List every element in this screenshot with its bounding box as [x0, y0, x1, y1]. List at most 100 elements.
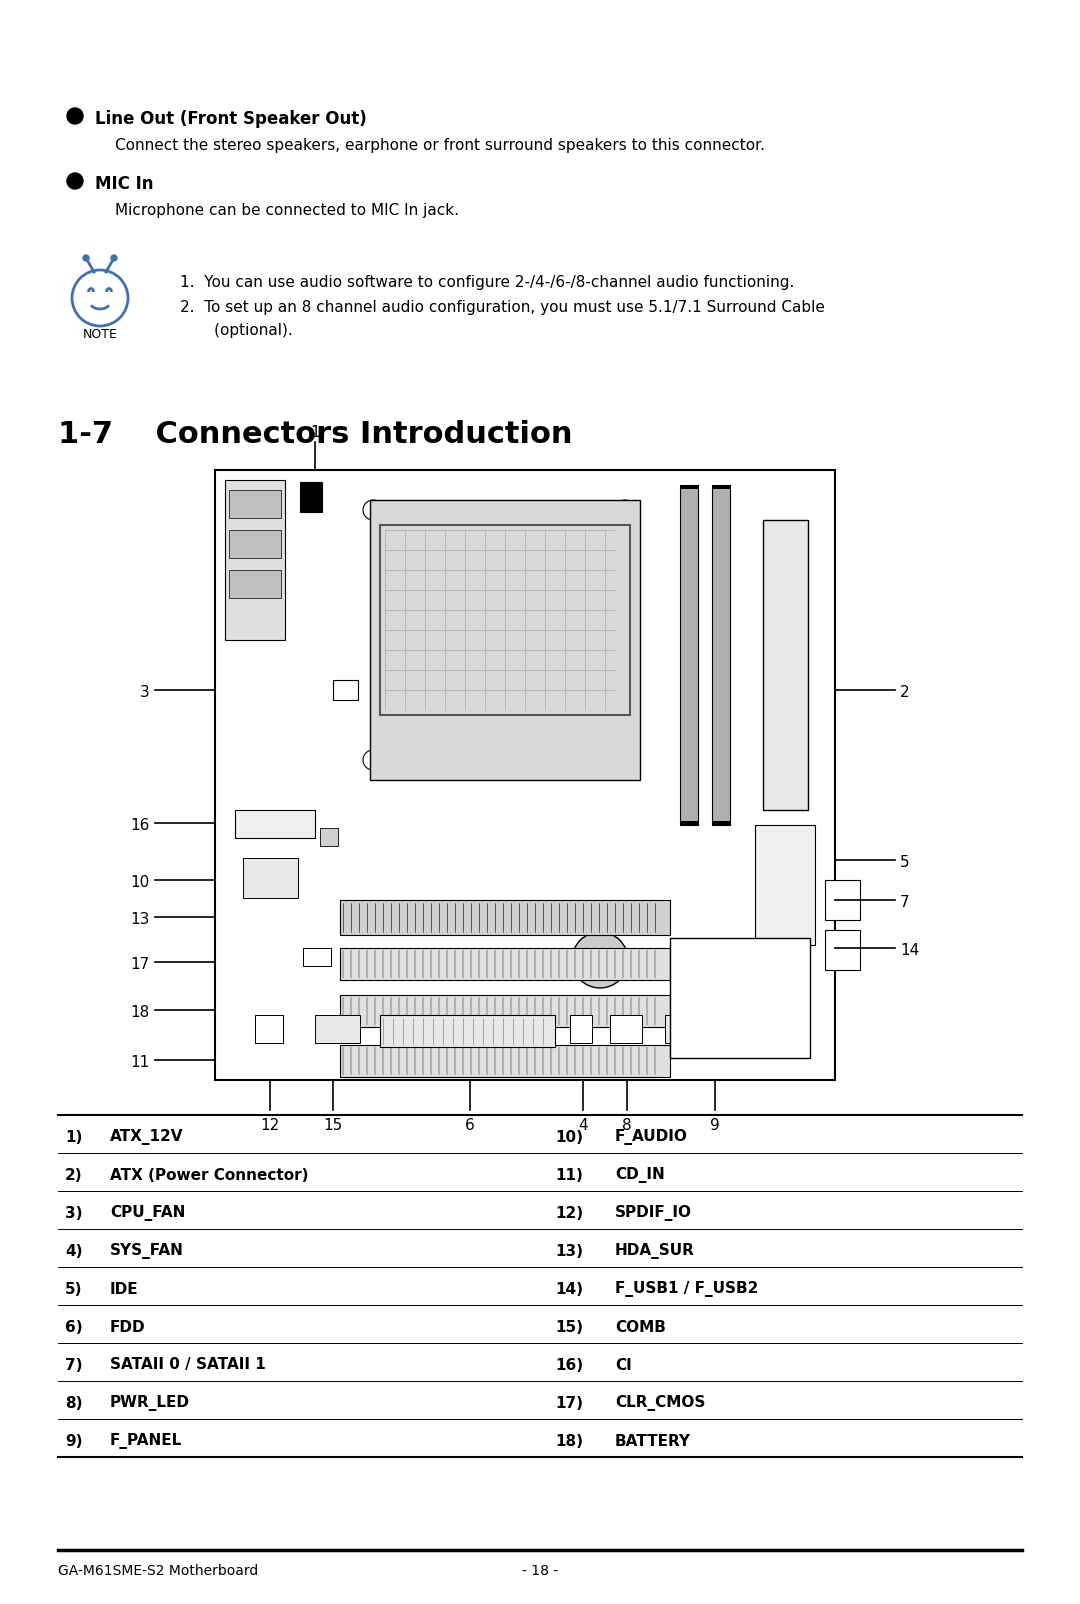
- Text: BATTERY: BATTERY: [615, 1434, 691, 1448]
- Circle shape: [782, 909, 788, 914]
- Text: 6): 6): [65, 1320, 83, 1335]
- Text: 15: 15: [323, 1118, 342, 1132]
- Text: 5: 5: [900, 855, 909, 869]
- Bar: [229, 529, 281, 558]
- Text: 8: 8: [622, 1118, 632, 1132]
- Text: 7): 7): [65, 1357, 82, 1373]
- Text: 4: 4: [578, 1118, 588, 1132]
- Circle shape: [848, 903, 854, 909]
- Circle shape: [839, 953, 845, 959]
- Text: ATX (Power Connector): ATX (Power Connector): [110, 1168, 309, 1182]
- Text: SATAII 0 / SATAII 1: SATAII 0 / SATAII 1: [110, 1357, 266, 1373]
- Text: 11: 11: [131, 1055, 150, 1070]
- Text: CLR_CMOS: CLR_CMOS: [615, 1395, 705, 1412]
- Bar: [243, 858, 298, 898]
- Bar: [315, 1015, 360, 1043]
- Circle shape: [765, 579, 775, 589]
- Circle shape: [765, 536, 775, 545]
- Circle shape: [83, 255, 89, 261]
- Circle shape: [782, 557, 792, 566]
- Circle shape: [283, 879, 289, 885]
- Bar: [825, 930, 860, 970]
- Text: 18: 18: [131, 1006, 150, 1020]
- Circle shape: [363, 500, 383, 520]
- Text: F_AUDIO: F_AUDIO: [615, 1129, 688, 1145]
- Bar: [340, 1044, 670, 1076]
- Circle shape: [247, 879, 253, 885]
- Text: MIC In: MIC In: [95, 175, 153, 192]
- Circle shape: [615, 751, 635, 770]
- Bar: [370, 500, 640, 780]
- Text: 1.  You can use audio software to configure 2-/4-/6-/8-channel audio functioning: 1. You can use audio software to configu…: [180, 274, 795, 290]
- Text: 9: 9: [711, 1118, 720, 1132]
- Text: IDE: IDE: [110, 1282, 138, 1296]
- Circle shape: [765, 557, 775, 566]
- Circle shape: [782, 645, 792, 654]
- Text: 8): 8): [65, 1395, 82, 1410]
- Circle shape: [831, 937, 836, 943]
- Bar: [570, 1015, 592, 1043]
- Bar: [825, 881, 860, 921]
- Circle shape: [765, 755, 775, 765]
- Circle shape: [839, 937, 845, 943]
- Text: ATX_12V: ATX_12V: [110, 1129, 184, 1145]
- Text: 5): 5): [65, 1282, 82, 1296]
- Text: COMB: COMB: [615, 1320, 666, 1335]
- Text: 2.  To set up an 8 channel audio configuration, you must use 5.1/7.1 Surround Ca: 2. To set up an 8 channel audio configur…: [180, 300, 825, 314]
- Text: PWR_LED: PWR_LED: [110, 1395, 190, 1412]
- Circle shape: [67, 173, 83, 189]
- Circle shape: [782, 855, 788, 861]
- Circle shape: [782, 873, 788, 879]
- Bar: [255, 1015, 283, 1043]
- Text: CI: CI: [615, 1357, 632, 1373]
- Text: FDD: FDD: [110, 1320, 146, 1335]
- Text: 1): 1): [65, 1129, 82, 1145]
- Text: NOTE: NOTE: [82, 327, 118, 342]
- Text: 13): 13): [555, 1243, 583, 1259]
- Circle shape: [271, 865, 276, 871]
- Bar: [610, 1015, 642, 1043]
- Bar: [712, 821, 730, 824]
- Text: Connect the stereo speakers, earphone or front surround speakers to this connect: Connect the stereo speakers, earphone or…: [114, 138, 765, 152]
- Circle shape: [765, 690, 775, 699]
- Bar: [340, 900, 670, 935]
- Circle shape: [848, 937, 854, 943]
- Circle shape: [782, 890, 788, 897]
- Circle shape: [765, 622, 775, 634]
- Circle shape: [765, 667, 775, 677]
- Text: (optional).: (optional).: [180, 322, 293, 338]
- Circle shape: [311, 486, 315, 491]
- Bar: [670, 938, 810, 1059]
- Text: 4): 4): [65, 1243, 82, 1259]
- Text: 3): 3): [65, 1206, 82, 1221]
- Circle shape: [782, 690, 792, 699]
- Circle shape: [271, 879, 276, 885]
- Text: 10: 10: [131, 876, 150, 890]
- Text: ⓐ: ⓐ: [71, 109, 79, 124]
- Circle shape: [782, 667, 792, 677]
- Circle shape: [111, 255, 117, 261]
- Circle shape: [302, 486, 308, 491]
- Text: CPU_FAN: CPU_FAN: [110, 1205, 186, 1221]
- Circle shape: [67, 107, 83, 124]
- Circle shape: [782, 733, 792, 743]
- Text: 16): 16): [555, 1357, 583, 1373]
- Text: 2): 2): [65, 1168, 83, 1182]
- Text: 13: 13: [131, 913, 150, 927]
- Bar: [225, 480, 285, 640]
- Circle shape: [831, 887, 836, 893]
- Circle shape: [782, 579, 792, 589]
- Text: Microphone can be connected to MIC In jack.: Microphone can be connected to MIC In ja…: [114, 204, 459, 218]
- Text: 7: 7: [900, 895, 909, 909]
- Bar: [380, 525, 630, 715]
- Circle shape: [831, 903, 836, 909]
- Text: 15): 15): [555, 1320, 583, 1335]
- Text: ⓘ: ⓘ: [71, 173, 79, 188]
- Circle shape: [363, 751, 383, 770]
- Text: 16: 16: [131, 818, 150, 832]
- Circle shape: [848, 953, 854, 959]
- Circle shape: [782, 927, 788, 934]
- Text: 1: 1: [310, 425, 320, 439]
- Circle shape: [760, 873, 766, 879]
- Text: - 18 -: - 18 -: [522, 1564, 558, 1578]
